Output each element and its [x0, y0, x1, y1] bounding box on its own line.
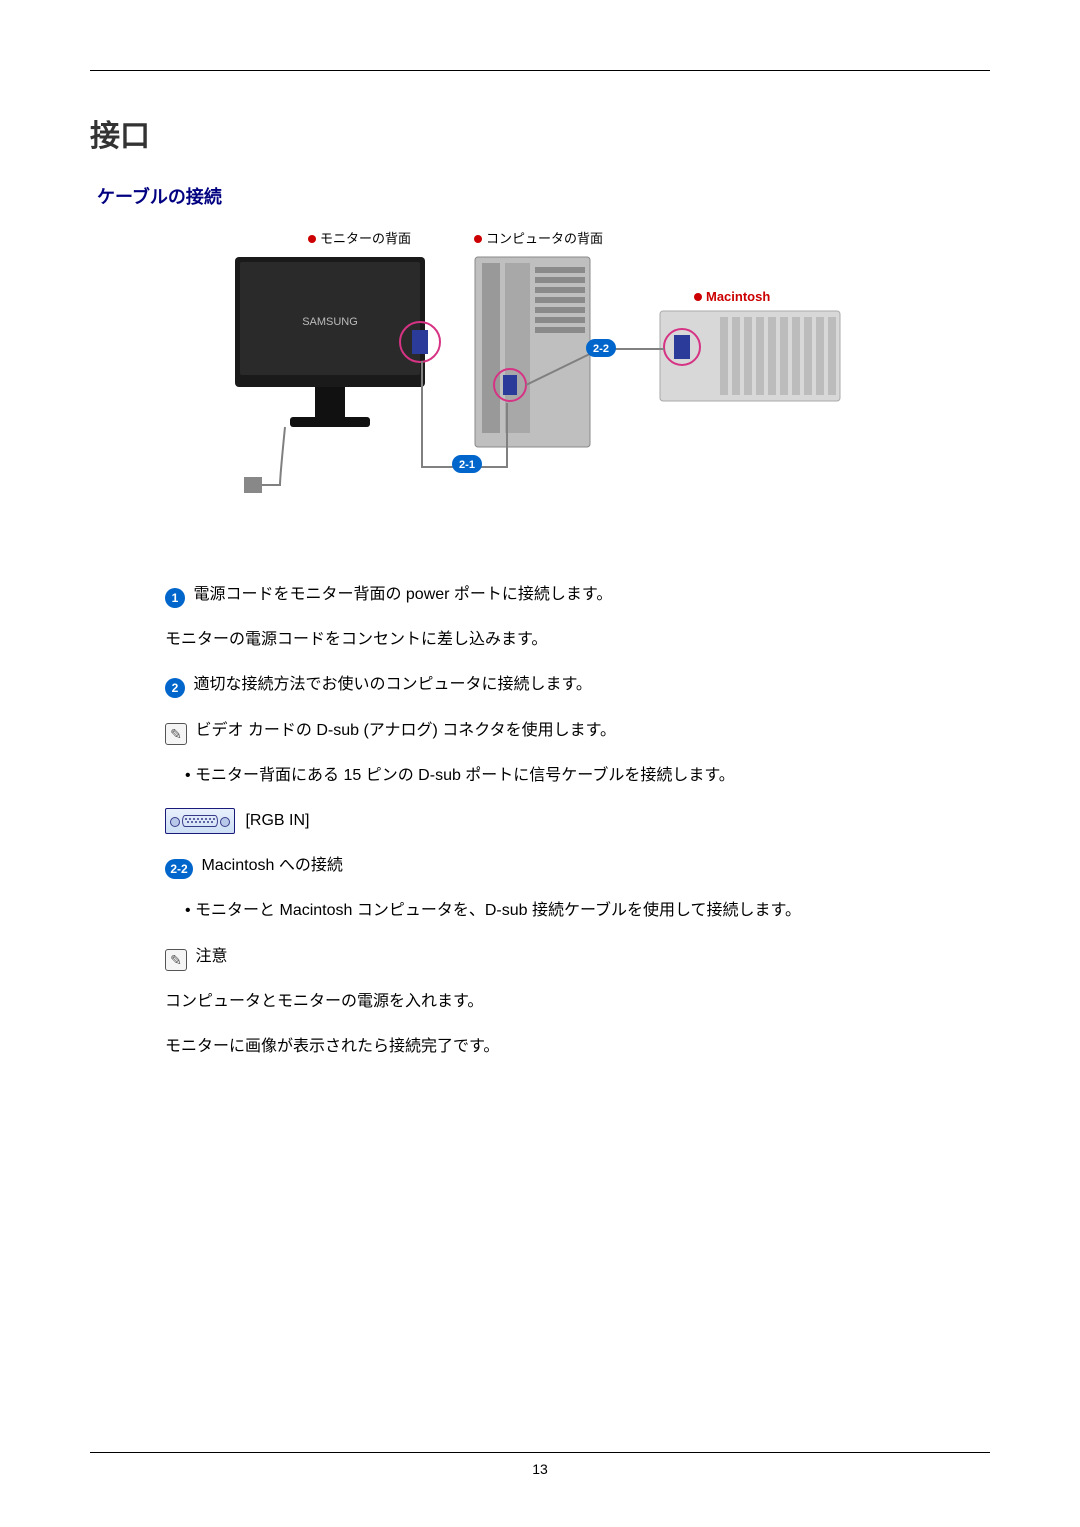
monitor-icon: SAMSUNG: [235, 257, 440, 427]
page-title: 接口: [90, 111, 990, 155]
connection-diagram: モニターの背面 コンピュータの背面 Macintosh SAMSUNG: [90, 227, 990, 527]
section-title: ケーブルの接続: [97, 183, 990, 209]
rgb-in-label: [RGB IN]: [245, 812, 309, 829]
callout-22-icon: 2-2: [165, 859, 193, 879]
mac-icon: [660, 311, 840, 401]
bullet-2: モニターと Macintosh コンピュータを、D-sub 接続ケーブルを使用し…: [185, 893, 990, 928]
note-2a-text: コンピュータとモニターの電源を入れます。: [165, 993, 483, 1010]
page-number: 13: [90, 1461, 990, 1477]
rgb-in-port-icon: [165, 808, 235, 834]
callout-1-icon: 1: [165, 588, 185, 608]
svg-text:SAMSUNG: SAMSUNG: [302, 316, 358, 328]
badge-21: 2-1: [459, 459, 475, 471]
note-2b-text: モニターに画像が表示されたら接続完了です。: [165, 1038, 499, 1055]
note-2-title: 注意: [195, 948, 227, 965]
step-22-text: Macintosh への接続: [201, 857, 342, 874]
diagram-label-monitor: モニターの背面: [320, 231, 411, 246]
badge-22: 2-2: [593, 343, 609, 355]
page-footer: 13: [90, 1452, 990, 1477]
step-1b-text: モニターの電源コードをコンセントに差し込みます。: [165, 631, 547, 648]
pc-back-icon: [475, 257, 590, 447]
note-icon: ✎: [165, 723, 187, 745]
bullet-1: モニター背面にある 15 ピンの D-sub ポートに信号ケーブルを接続します。: [185, 758, 990, 793]
diagram-label-pc: コンピュータの背面: [486, 231, 603, 246]
step-2-text: 適切な接続方法でお使いのコンピュータに接続します。: [193, 676, 591, 693]
callout-2-icon: 2: [165, 678, 185, 698]
note-icon-2: ✎: [165, 949, 187, 971]
top-rule: [90, 70, 990, 71]
instructions-body: 1 電源コードをモニター背面の power ポートに接続します。 モニターの電源…: [165, 577, 990, 1064]
diagram-label-mac: Macintosh: [706, 289, 770, 304]
note-1-text: ビデオ カードの D-sub (アナログ) コネクタを使用します。: [195, 722, 616, 739]
step-1-text: 電源コードをモニター背面の power ポートに接続します。: [193, 586, 612, 603]
